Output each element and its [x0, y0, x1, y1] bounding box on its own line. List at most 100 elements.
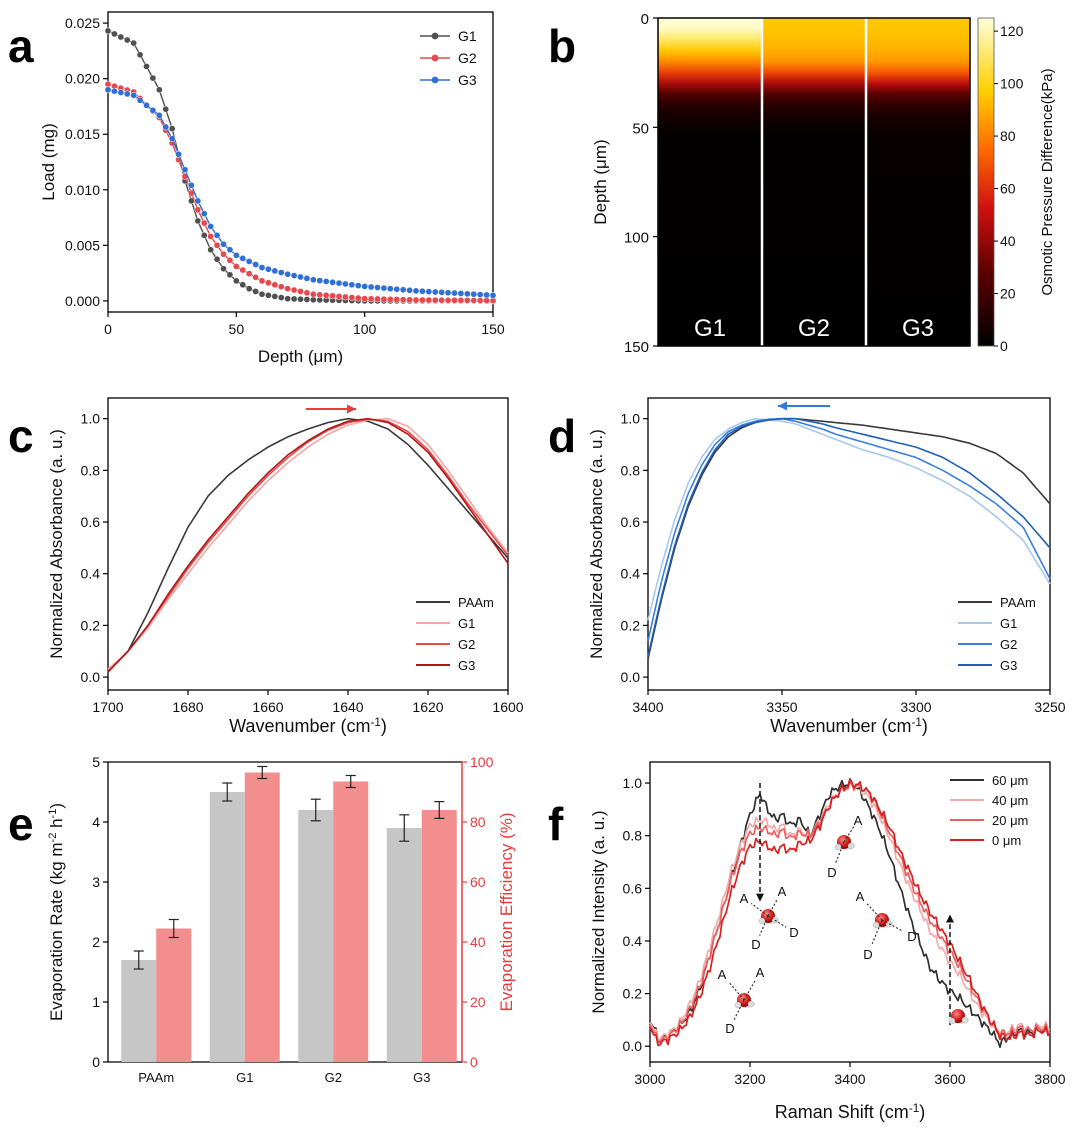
panel-c-series-PAAm	[107, 417, 509, 673]
panel-a-marker-G3	[431, 288, 439, 296]
panel-a-marker-G3	[380, 284, 388, 292]
panel-a-marker-G2	[354, 294, 362, 302]
panel-f-water-molecule: AD	[827, 813, 862, 880]
panel-a-marker-G2	[425, 296, 433, 304]
panel-a-marker-G3	[489, 291, 497, 299]
panel-d-legend-label: G3	[1000, 658, 1017, 673]
panel-f-water-molecule: A D D	[856, 889, 917, 962]
panel-a-marker-G1	[303, 296, 311, 303]
panel-d-xlabel-part-2: )	[922, 716, 928, 736]
panel-a-marker-G1	[220, 265, 227, 273]
panel-a-marker-G2	[470, 297, 478, 304]
panel-a-marker-G1	[297, 295, 304, 303]
panel-a-marker-G3	[470, 290, 478, 298]
panel-f-hbond	[750, 902, 769, 917]
panel-a-marker-G1	[232, 277, 240, 285]
panel-a-marker-G2	[457, 297, 465, 304]
panel-d-ytick-label: 0.8	[621, 462, 641, 478]
panel-b-colorbar-tick-label: 0	[1000, 338, 1008, 354]
panel-a-marker-G2	[483, 297, 490, 304]
panel-a-ytick-label: 0.020	[65, 71, 100, 87]
panel-b-colorbar-tick-label: 100	[1000, 76, 1024, 92]
panel-a-marker-G3	[348, 281, 356, 289]
panel-e-evaporation-bars: 0 1 2 3 4 5 0 20 40 60 80 100 PAAm G1 G2 G3 Evaporation …	[47, 754, 516, 1085]
panel-a-marker-G2	[348, 294, 356, 301]
panel-a-marker-G3	[284, 270, 292, 278]
panel-f-hbond-label: D	[751, 937, 760, 952]
panel-c-xlabel-part-0: Wavenumber (cm	[229, 716, 370, 736]
panel-f-xtick-label: 3200	[734, 1071, 765, 1087]
panel-b-column-G2	[762, 18, 866, 346]
panel-f-xlabel-part-2: )	[919, 1102, 925, 1122]
panel-a-marker-G3	[136, 96, 144, 104]
panel-f-molecule-hydrogen	[747, 1000, 755, 1008]
panel-letter-a: a	[8, 20, 34, 72]
panel-f-hbond-label: D	[907, 929, 916, 944]
panel-f-axes-frame	[649, 761, 1051, 1063]
panel-f-hbond-label: A	[756, 965, 765, 980]
panel-a-series-G2	[107, 83, 494, 302]
panel-a-marker-G3	[335, 279, 343, 287]
panel-a-marker-G3	[386, 285, 394, 293]
panel-b-column-G1	[658, 18, 762, 346]
panel-e-y2label: Evaporation Efficiency (%)	[497, 812, 516, 1011]
panel-e-bar-evaporation-efficiency	[156, 928, 192, 1062]
panel-c-ytick-label: 0.0	[81, 669, 101, 685]
panel-a-marker-G2	[271, 281, 279, 289]
panel-a-marker-G2	[290, 286, 298, 294]
panel-a-marker-G3	[419, 287, 426, 295]
panel-a-legend-label: G3	[458, 72, 477, 88]
panel-a-marker-G3	[354, 282, 362, 289]
panel-d-series-PAAm	[647, 417, 1051, 660]
panel-b-ytick-label: 150	[624, 339, 649, 356]
panel-c-legend-label: G2	[458, 637, 475, 652]
panel-a-marker-G3	[361, 283, 369, 290]
panel-a-marker-G3	[425, 288, 433, 295]
panel-b-ylabel: Depth (μm)	[591, 139, 610, 224]
panel-d-xtick-label: 3350	[766, 699, 797, 715]
panel-e-y2tick-label: 80	[470, 814, 486, 830]
panel-a-marker-G1	[200, 231, 208, 239]
panel-d-series-G2	[647, 417, 1051, 642]
panel-e-y2tick-label: 20	[470, 994, 486, 1010]
panel-c-xtick-label: 1600	[492, 699, 523, 715]
panel-e-ylabel: Evaporation Rate (kg m-2 h-1)	[47, 803, 66, 1021]
panel-b-colorbar-tick-label: 40	[1000, 233, 1016, 249]
panel-a-marker-G3	[188, 181, 195, 189]
panel-f-water-molecule: A A D D	[740, 884, 799, 952]
panel-a-marker-G3	[463, 290, 471, 298]
panel-a-marker-G2	[232, 263, 240, 270]
panel-a-marker-G1	[130, 39, 138, 47]
panel-f-down-arrow-head	[756, 893, 764, 902]
panel-f-xtick-label: 3600	[934, 1071, 965, 1087]
panel-b-column-label: G3	[902, 315, 934, 342]
panel-a-marker-G2	[380, 295, 388, 303]
panel-f-series-20 μm	[649, 780, 1051, 1044]
panel-f-xlabel-part-1: -1	[909, 1102, 919, 1115]
panel-d-shift-arrow-head	[778, 401, 787, 411]
panel-e-ytick-label: 4	[92, 814, 100, 830]
panel-a-marker-G2	[297, 288, 304, 295]
panel-a-marker-G3	[220, 240, 227, 248]
panel-a-marker-G3	[181, 166, 189, 174]
panel-d-xlabel: Wavenumber (cm-1)	[770, 716, 928, 737]
panel-f-up-arrow-head	[946, 914, 954, 923]
panel-e-ytick-label: 3	[92, 874, 100, 890]
panel-a-marker-G1	[162, 105, 170, 113]
panel-a-marker-G3	[162, 123, 170, 131]
panel-a-marker-G1	[309, 296, 317, 304]
panel-a-marker-G3	[342, 280, 349, 288]
panel-a-marker-G1	[207, 246, 215, 254]
panel-a-marker-G3	[438, 289, 446, 296]
panel-a-marker-G3	[130, 91, 138, 99]
panel-a-marker-G2	[200, 219, 208, 227]
panel-a-marker-G2	[431, 296, 439, 304]
panel-d-xlabel-part-0: Wavenumber (cm	[770, 716, 911, 736]
panel-c-xtick-label: 1700	[92, 699, 123, 715]
panel-a-marker-G1	[271, 293, 279, 300]
panel-e-ytick-label: 1	[92, 994, 100, 1010]
panel-e-bar-evaporation-efficiency	[244, 772, 280, 1062]
panel-a-marker-G3	[476, 291, 484, 298]
panel-d-ytick-label: 0.0	[621, 669, 641, 685]
panel-b-ytick-label: 100	[624, 230, 649, 247]
